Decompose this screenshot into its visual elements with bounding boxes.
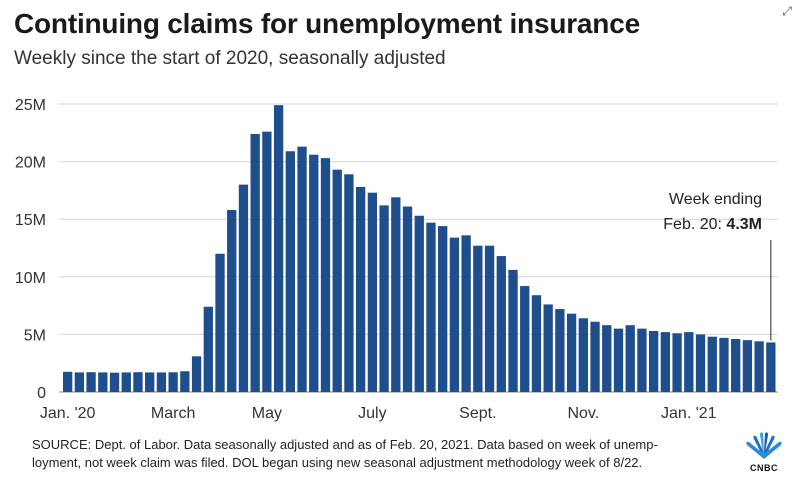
bar [438, 226, 448, 392]
bar [695, 334, 706, 392]
logo-text: CNBC [750, 463, 778, 473]
y-tick-label: 20M [15, 155, 46, 172]
bar [367, 192, 378, 392]
bar [637, 328, 647, 392]
bar [121, 372, 131, 392]
x-tick-label: July [358, 405, 386, 422]
annotation-line-2: Feb. 20: 4.3M [663, 216, 762, 233]
y-tick-label: 10M [15, 270, 46, 287]
bar-series [63, 105, 776, 393]
bar [684, 332, 694, 392]
bar [238, 184, 249, 392]
y-axis: 0 5M 10M 15M 20M 25M [15, 97, 46, 402]
bar [191, 356, 202, 392]
bar [180, 371, 190, 392]
bar [86, 372, 96, 392]
bar [379, 205, 389, 392]
bar [156, 372, 167, 392]
annotation-prefix: Feb. 20: [663, 216, 726, 233]
bar [356, 186, 366, 392]
y-tick-label: 0 [37, 385, 46, 402]
bar [402, 206, 413, 392]
bar [215, 253, 225, 392]
bar [508, 269, 518, 392]
bar-chart: 0 5M 10M 15M 20M 25M Jan. '20 March May July Sept… [15, 97, 778, 422]
bar [672, 333, 682, 392]
bar [262, 131, 272, 392]
bar [590, 321, 600, 392]
cnbc-logo: CNBC [742, 431, 786, 473]
x-tick-label: Nov. [567, 405, 599, 422]
bar [625, 325, 635, 392]
source-footnote: SOURCE: Dept. of Labor. Data seasonally … [32, 436, 752, 472]
x-tick-label: May [252, 405, 282, 422]
bar [473, 245, 483, 392]
x-tick-label: Sept. [459, 405, 496, 422]
bar [602, 325, 612, 392]
annotation-line-1: Week ending [669, 191, 762, 208]
bar [344, 174, 354, 392]
bar [766, 342, 776, 392]
bar [660, 332, 671, 392]
y-tick-label: 25M [15, 97, 46, 114]
expand-icon[interactable]: ⤢ [782, 4, 792, 18]
bar [109, 372, 120, 392]
x-axis: Jan. '20 March May July Sept. Nov. Jan. '21 [40, 405, 717, 422]
bar [496, 256, 506, 392]
y-tick-label: 15M [15, 212, 46, 229]
bar [285, 151, 295, 392]
bar [461, 235, 471, 392]
bar [145, 372, 155, 392]
bar [731, 339, 741, 392]
chart-title: Continuing claims for unemployment insur… [14, 8, 640, 39]
footnote-line-1: SOURCE: Dept. of Labor. Data seasonally … [32, 437, 658, 452]
annotation-value: 4.3M [726, 216, 762, 233]
bar [414, 215, 424, 392]
bar [613, 328, 624, 392]
bar [133, 372, 143, 392]
x-tick-label: March [151, 405, 195, 422]
bar [742, 340, 753, 392]
bar [754, 341, 764, 392]
bar [555, 309, 565, 392]
bar [332, 169, 342, 392]
x-tick-label: Jan. '21 [661, 405, 717, 422]
bar [520, 286, 530, 392]
bar [203, 306, 213, 392]
bar [719, 337, 729, 392]
bar [543, 304, 553, 392]
bar [649, 330, 659, 392]
bar [168, 372, 178, 392]
bar [74, 372, 85, 392]
bar [578, 318, 588, 392]
bar [63, 371, 73, 392]
footnote-line-2: loyment, not week claim was filed. DOL b… [32, 455, 643, 470]
bar [707, 336, 717, 392]
bar [566, 313, 577, 392]
nbc-peacock-icon [746, 432, 782, 459]
bar [484, 245, 495, 392]
y-tick-label: 5M [24, 327, 46, 344]
bar [250, 133, 260, 392]
bar [426, 222, 436, 392]
bar [227, 209, 237, 392]
bar [531, 295, 542, 392]
bar [98, 372, 108, 392]
bar [391, 197, 401, 392]
bar [309, 154, 319, 392]
x-tick-label: Jan. '20 [40, 405, 96, 422]
annotation: Week ending Feb. 20: 4.3M [663, 191, 772, 341]
bar [320, 158, 331, 392]
chart-subtitle: Weekly since the start of 2020, seasonal… [14, 48, 446, 69]
bar [449, 237, 460, 392]
bar [273, 105, 284, 393]
bar [297, 146, 307, 392]
